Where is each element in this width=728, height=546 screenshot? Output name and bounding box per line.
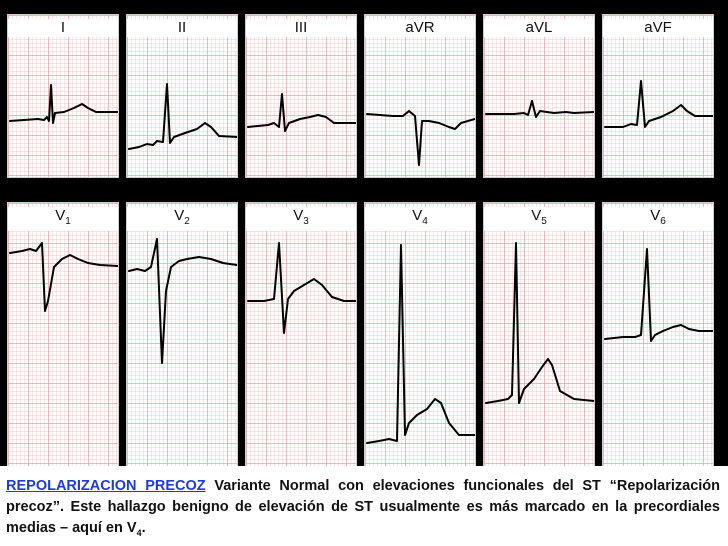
ecg-trace-v6 [604, 248, 713, 342]
ecg-panel-ii: II [126, 14, 238, 178]
caption-subscript: 4 [136, 527, 142, 538]
ecg-panel-v4: V4 [364, 202, 476, 467]
ecg-panel-v1: V1 [7, 202, 119, 467]
lead-label-i: I [8, 19, 118, 37]
lead-label-avf: aVF [603, 19, 713, 37]
lead-label-ii: II [127, 19, 237, 37]
ecg-trace-i [9, 84, 118, 124]
ecg-panel-i: I [7, 14, 119, 178]
lead-label-avr: aVR [365, 19, 475, 37]
ecg-trace-ii [128, 83, 237, 150]
lead-label-v4: V4 [365, 207, 475, 231]
ecg-trace-iii [247, 93, 356, 132]
ecg-panel-v2: V2 [126, 202, 238, 467]
ecg-panel-v3: V3 [245, 202, 357, 467]
ecg-trace-v2 [128, 238, 237, 364]
ecg-trace-avf [604, 80, 713, 128]
ecg-panel-avr: aVR [364, 14, 476, 178]
ecg-panel-avf: aVF [602, 14, 714, 178]
lead-label-v2: V2 [127, 207, 237, 231]
ecg-trace-v1 [9, 242, 118, 312]
ecg-trace-avl [485, 100, 594, 118]
ecg-panel-avl: aVL [483, 14, 595, 178]
lead-label-v5: V5 [484, 207, 594, 231]
ecg-trace-avr [366, 110, 475, 166]
lead-label-v1: V1 [8, 207, 118, 231]
lead-label-v6: V6 [603, 207, 713, 231]
ecg-panel-v6: V6 [602, 202, 714, 467]
caption-title: REPOLARIZACION PRECOZ [6, 478, 206, 494]
ecg-panel-v5: V5 [483, 202, 595, 467]
ecg-trace-v5 [485, 242, 594, 404]
caption-text: Variante Normal con elevaciones funciona… [6, 478, 720, 536]
caption-box: REPOLARIZACION PRECOZ Variante Normal co… [0, 466, 728, 546]
ecg-trace-v4 [366, 244, 475, 444]
lead-label-iii: III [246, 19, 356, 37]
caption-end: . [141, 520, 146, 536]
lead-label-v3: V3 [246, 207, 356, 231]
lead-label-avl: aVL [484, 19, 594, 37]
ecg-trace-v3 [247, 242, 356, 334]
ecg-panel-iii: III [245, 14, 357, 178]
